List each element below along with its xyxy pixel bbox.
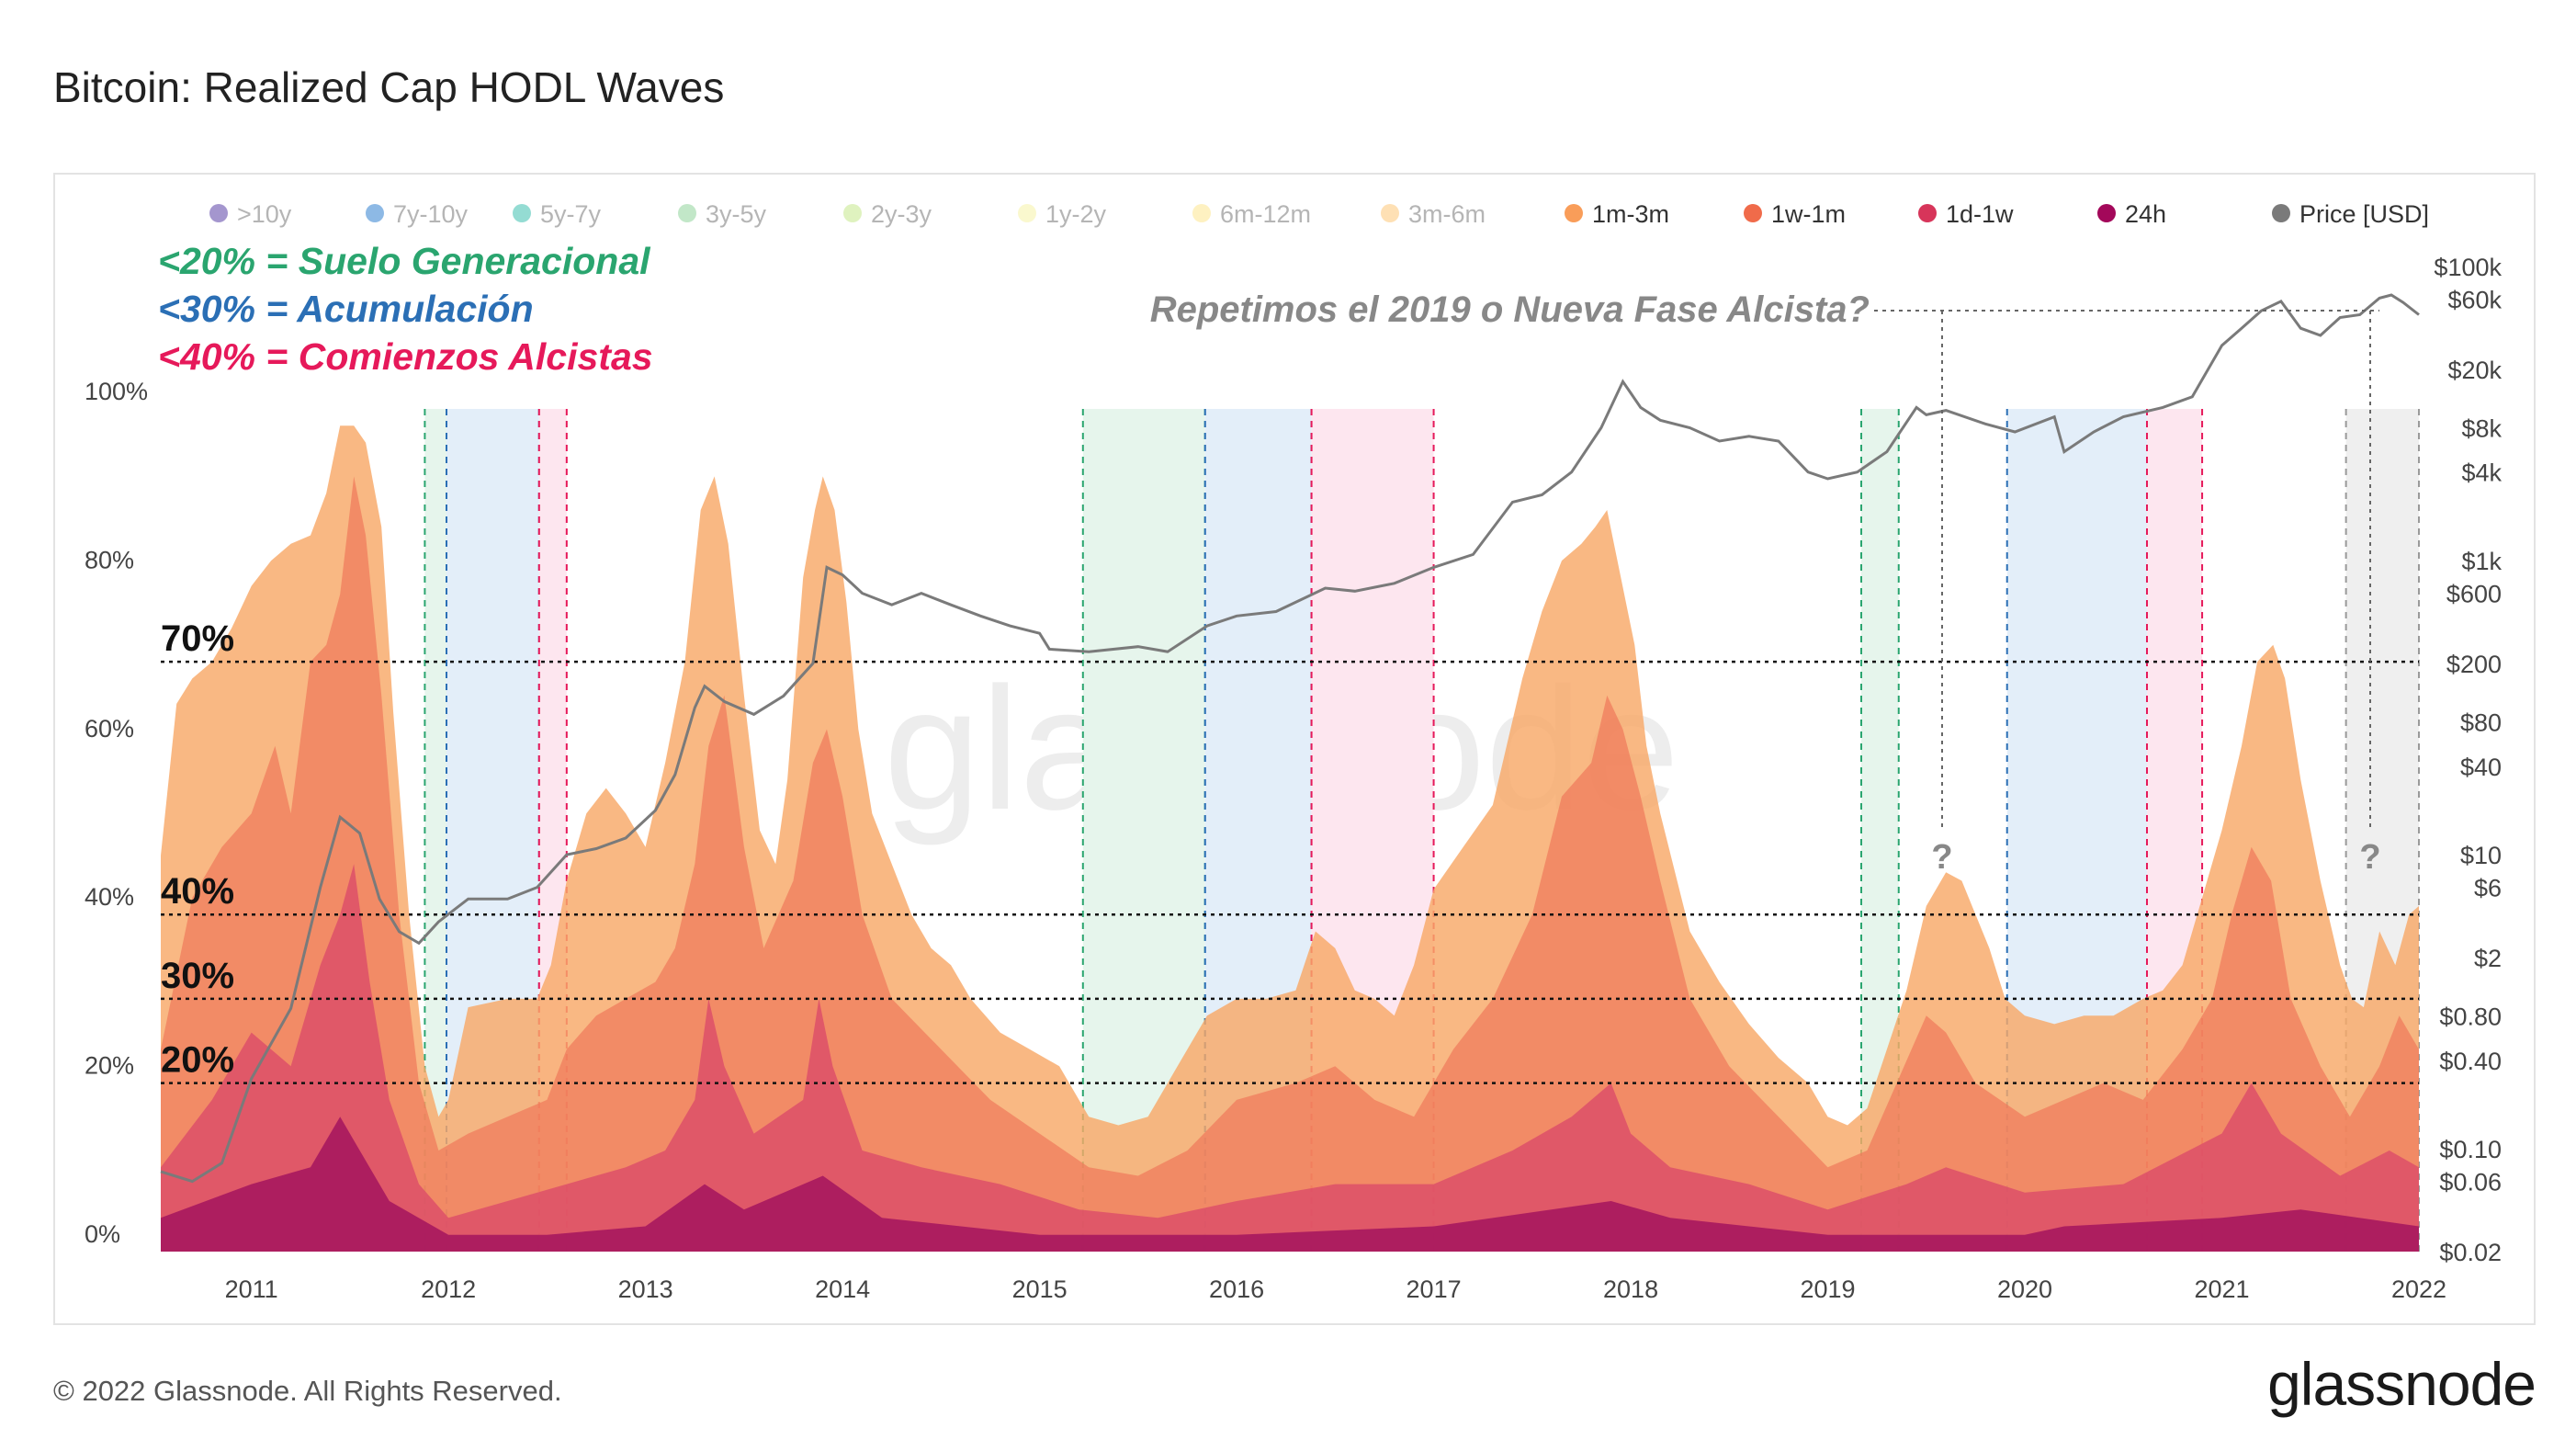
legend-dot-2 (513, 204, 531, 222)
y-right-tick-16: $60k (2447, 287, 2502, 314)
question-mark-1: ? (2359, 838, 2380, 877)
rule-annotation-0: <20% = Suelo Generacional (158, 240, 651, 282)
glassnode-logo: glassnode (2267, 1350, 2536, 1418)
legend-dot-12 (2272, 204, 2290, 222)
threshold-label-30: 30% (161, 956, 234, 996)
x-tick-2022: 2022 (2391, 1275, 2446, 1303)
x-tick-2014: 2014 (815, 1275, 870, 1303)
x-tick-2016: 2016 (1209, 1275, 1264, 1303)
y-left-tick-4: 80% (85, 546, 134, 573)
y-right-tick-12: $1k (2461, 548, 2502, 575)
legend-dot-3 (678, 204, 696, 222)
legend-dot-8 (1565, 204, 1583, 222)
legend-label-5: 1y-2y (1045, 200, 1107, 228)
legend-dot-0 (209, 204, 228, 222)
price-line (160, 293, 2420, 1184)
legend-dot-11 (2097, 204, 2116, 222)
legend-label-8: 1m-3m (1592, 200, 1669, 228)
y-left-tick-1: 20% (85, 1052, 134, 1080)
y-left-tick-2: 40% (85, 883, 134, 911)
threshold-label-20: 20% (161, 1040, 234, 1081)
x-tick-2020: 2020 (1997, 1275, 2052, 1303)
legend-label-3: 3y-5y (706, 200, 767, 228)
legend-label-11: 24h (2125, 200, 2166, 228)
y-left-tick-3: 60% (85, 715, 134, 743)
legend-label-12: Price [USD] (2299, 200, 2429, 228)
legend-label-4: 2y-3y (871, 200, 932, 228)
rule-annotation-2: <40% = Comienzos Alcistas (158, 335, 653, 378)
wave-24h (161, 1117, 2419, 1252)
y-right-tick-15: $20k (2447, 357, 2502, 384)
threshold-label-40: 40% (161, 871, 234, 912)
legend-label-9: 1w-1m (1771, 200, 1846, 228)
y-right-tick-7: $10 (2460, 842, 2502, 869)
x-tick-2019: 2019 (1801, 1275, 1856, 1303)
legend-label-7: 3m-6m (1408, 200, 1486, 228)
chart-frame (53, 173, 2536, 1325)
y-right-tick-4: $0.80 (2439, 1003, 2502, 1031)
x-tick-2015: 2015 (1012, 1275, 1068, 1303)
legend-label-0: >10y (237, 200, 292, 228)
y-right-tick-11: $600 (2446, 581, 2502, 608)
legend-dot-9 (1744, 204, 1762, 222)
y-left-tick-5: 100% (85, 378, 148, 405)
question-mark-0: ? (1931, 838, 1952, 877)
legend-dot-4 (843, 204, 862, 222)
y-right-tick-1: $0.06 (2439, 1169, 2502, 1196)
zone-green-0 (424, 409, 447, 1252)
wave-1d-1w (161, 864, 2419, 1252)
y-right-tick-10: $200 (2446, 651, 2502, 678)
x-tick-2018: 2018 (1603, 1275, 1658, 1303)
y-left-tick-0: 0% (85, 1220, 120, 1248)
page-title: Bitcoin: Realized Cap HODL Waves (53, 63, 725, 111)
legend-label-2: 5y-7y (540, 200, 602, 228)
legend-dot-5 (1018, 204, 1036, 222)
x-tick-2011: 2011 (225, 1275, 278, 1303)
y-right-tick-6: $6 (2474, 875, 2502, 902)
x-tick-2012: 2012 (421, 1275, 476, 1303)
legend-dot-1 (366, 204, 384, 222)
legend-label-10: 1d-1w (1946, 200, 2014, 228)
question-annotation: Repetimos el 2019 o Nueva Fase Alcista? (1150, 289, 1870, 330)
y-right-tick-9: $80 (2460, 709, 2502, 737)
rule-annotation-1: <30% = Acumulación (158, 288, 534, 330)
legend-dot-10 (1918, 204, 1937, 222)
y-right-tick-13: $4k (2461, 459, 2502, 487)
y-right-tick-14: $8k (2461, 415, 2502, 443)
threshold-label-70: 70% (161, 618, 234, 659)
legend-dot-6 (1192, 204, 1211, 222)
copyright-text: © 2022 Glassnode. All Rights Reserved. (53, 1375, 562, 1407)
legend-label-6: 6m-12m (1220, 200, 1311, 228)
y-right-tick-0: $0.02 (2439, 1239, 2502, 1266)
legend-dot-7 (1381, 204, 1399, 222)
y-right-tick-17: $100k (2434, 254, 2502, 281)
legend-label-1: 7y-10y (393, 200, 469, 228)
y-right-tick-3: $0.40 (2439, 1048, 2502, 1075)
y-right-tick-5: $2 (2474, 945, 2502, 972)
x-tick-2021: 2021 (2194, 1275, 2249, 1303)
x-tick-2013: 2013 (618, 1275, 673, 1303)
y-right-tick-8: $40 (2460, 754, 2502, 781)
wave-1w-1m (161, 476, 2419, 1252)
x-tick-2017: 2017 (1407, 1275, 1462, 1303)
y-right-tick-2: $0.10 (2439, 1136, 2502, 1163)
